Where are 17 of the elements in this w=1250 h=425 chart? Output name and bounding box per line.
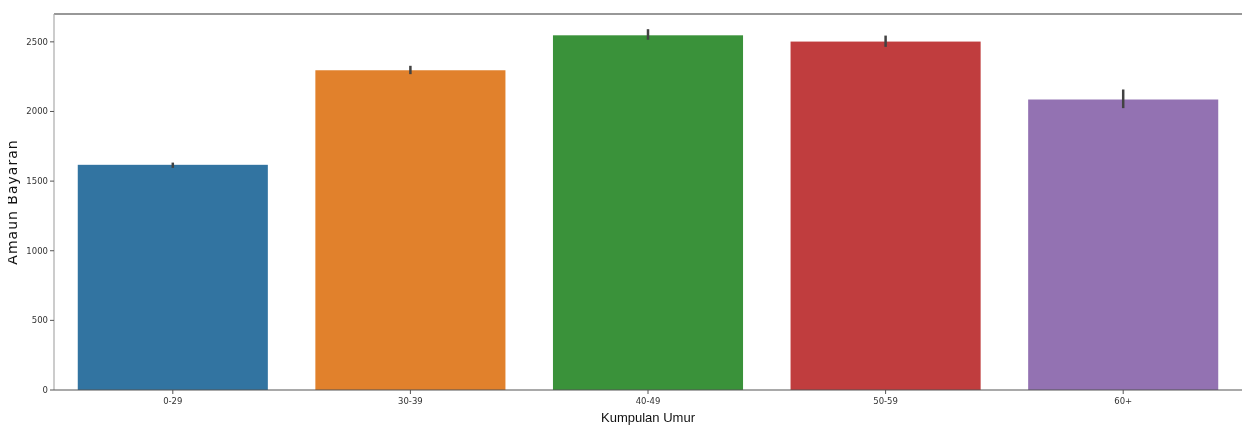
x-axis-title: Kumpulan Umur xyxy=(601,410,696,425)
y-tick-label: 1000 xyxy=(26,245,48,256)
x-tick-label: 50-59 xyxy=(873,396,898,406)
y-tick-label: 2500 xyxy=(26,36,48,47)
x-tick-label: 40-49 xyxy=(635,396,661,406)
x-tick-label: 0-29 xyxy=(163,396,183,406)
y-tick-label: 0 xyxy=(42,384,48,395)
bar xyxy=(1028,99,1219,390)
bar xyxy=(315,70,506,390)
bar xyxy=(77,164,268,390)
x-tick-label: 30-39 xyxy=(398,396,423,406)
y-tick-label: 2000 xyxy=(26,106,48,117)
x-tick-label: 60+ xyxy=(1114,396,1133,406)
y-tick-label: 500 xyxy=(31,315,48,326)
bar xyxy=(552,35,744,390)
bar xyxy=(790,41,981,390)
y-tick-label: 1500 xyxy=(26,176,48,187)
